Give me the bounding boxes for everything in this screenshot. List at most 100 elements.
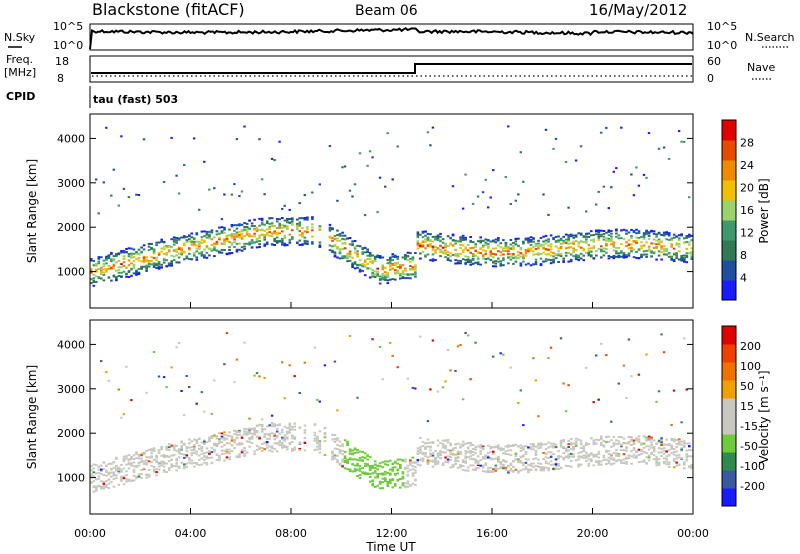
range-cell xyxy=(203,452,206,455)
range-cell xyxy=(361,471,364,474)
range-cell xyxy=(632,441,636,444)
range-cell xyxy=(255,240,259,243)
range-cell xyxy=(331,450,334,453)
range-cell xyxy=(569,235,573,238)
range-cell xyxy=(210,231,214,234)
range-cell xyxy=(610,240,613,243)
range-cell xyxy=(381,268,385,271)
range-cell xyxy=(625,447,628,450)
range-cell xyxy=(283,236,287,239)
range-cell xyxy=(215,435,219,438)
range-cell xyxy=(145,476,148,479)
range-cell xyxy=(170,260,173,263)
range-cell xyxy=(620,243,623,246)
range-cell xyxy=(504,176,507,178)
range-cell xyxy=(291,448,294,450)
range-cell xyxy=(471,262,475,265)
range-cell xyxy=(451,234,455,237)
range-cell xyxy=(389,256,392,259)
range-cell xyxy=(198,208,201,211)
range-cell xyxy=(436,460,440,463)
range-cell xyxy=(630,375,633,378)
range-cell xyxy=(534,258,538,261)
range-cell xyxy=(539,237,543,239)
range-cell xyxy=(183,443,186,446)
range-cell xyxy=(180,248,183,251)
range-cell xyxy=(625,461,628,463)
range-cell xyxy=(286,437,289,440)
range-cell xyxy=(660,258,663,261)
range-cell xyxy=(253,433,256,436)
range-cell xyxy=(607,435,611,438)
range-cell xyxy=(484,178,487,181)
range-cell xyxy=(444,246,447,249)
range-cell xyxy=(484,244,488,246)
range-cell xyxy=(675,257,678,260)
range-cell xyxy=(557,457,560,460)
range-cell xyxy=(132,265,136,268)
range-cell xyxy=(399,274,402,277)
range-cell xyxy=(607,440,611,443)
range-cell xyxy=(255,444,259,447)
range-cell xyxy=(318,228,322,231)
range-cell xyxy=(238,236,241,239)
range-cell xyxy=(461,244,465,247)
range-cell xyxy=(366,454,369,457)
range-cell xyxy=(215,459,219,461)
range-cell xyxy=(637,453,641,456)
range-cell xyxy=(512,444,515,447)
range-cell xyxy=(446,438,450,441)
range-cell xyxy=(401,484,405,487)
range-cell xyxy=(660,455,663,458)
range-cell xyxy=(97,276,101,279)
range-cell xyxy=(275,227,279,229)
range-cell xyxy=(150,259,153,262)
range-cell xyxy=(115,464,118,467)
range-cell xyxy=(175,469,178,472)
range-cell xyxy=(683,463,686,466)
range-cell xyxy=(381,481,385,484)
range-cell xyxy=(602,230,606,232)
range-cell xyxy=(203,248,206,251)
range-cell xyxy=(572,448,575,451)
range-cell xyxy=(235,434,239,437)
range-cell xyxy=(240,451,244,454)
range-cell xyxy=(479,443,482,446)
range-cell xyxy=(162,245,166,248)
range-cell xyxy=(637,440,641,442)
range-cell xyxy=(245,226,249,229)
range-cell xyxy=(564,233,568,236)
range-cell xyxy=(439,454,442,456)
range-cell xyxy=(313,437,317,440)
range-cell xyxy=(356,462,359,465)
range-cell xyxy=(188,252,191,255)
range-cell xyxy=(160,464,163,467)
colorbar-swatch xyxy=(722,140,736,161)
range-cell xyxy=(381,256,385,259)
range-cell xyxy=(188,461,191,464)
range-cell xyxy=(177,237,181,240)
range-cell xyxy=(150,263,153,266)
range-cell xyxy=(170,454,173,457)
range-cell xyxy=(454,369,457,372)
range-cell xyxy=(507,247,510,250)
range-cell xyxy=(660,245,663,248)
range-cell xyxy=(135,477,138,480)
range-cell xyxy=(444,256,447,259)
range-cell xyxy=(542,469,545,472)
range-cell xyxy=(95,263,98,265)
range-cell xyxy=(456,450,460,453)
range-cell xyxy=(328,223,332,226)
range-cell xyxy=(579,455,583,458)
range-cell xyxy=(449,369,452,372)
range-cell xyxy=(356,263,359,266)
range-cell xyxy=(376,475,379,478)
range-cell xyxy=(662,146,666,149)
range-cell xyxy=(190,449,194,452)
range-cell xyxy=(655,456,658,459)
range-cell xyxy=(622,252,626,254)
range-cell xyxy=(152,351,156,353)
range-cell xyxy=(92,467,96,470)
range-cell xyxy=(105,371,108,374)
range-cell xyxy=(670,437,673,440)
